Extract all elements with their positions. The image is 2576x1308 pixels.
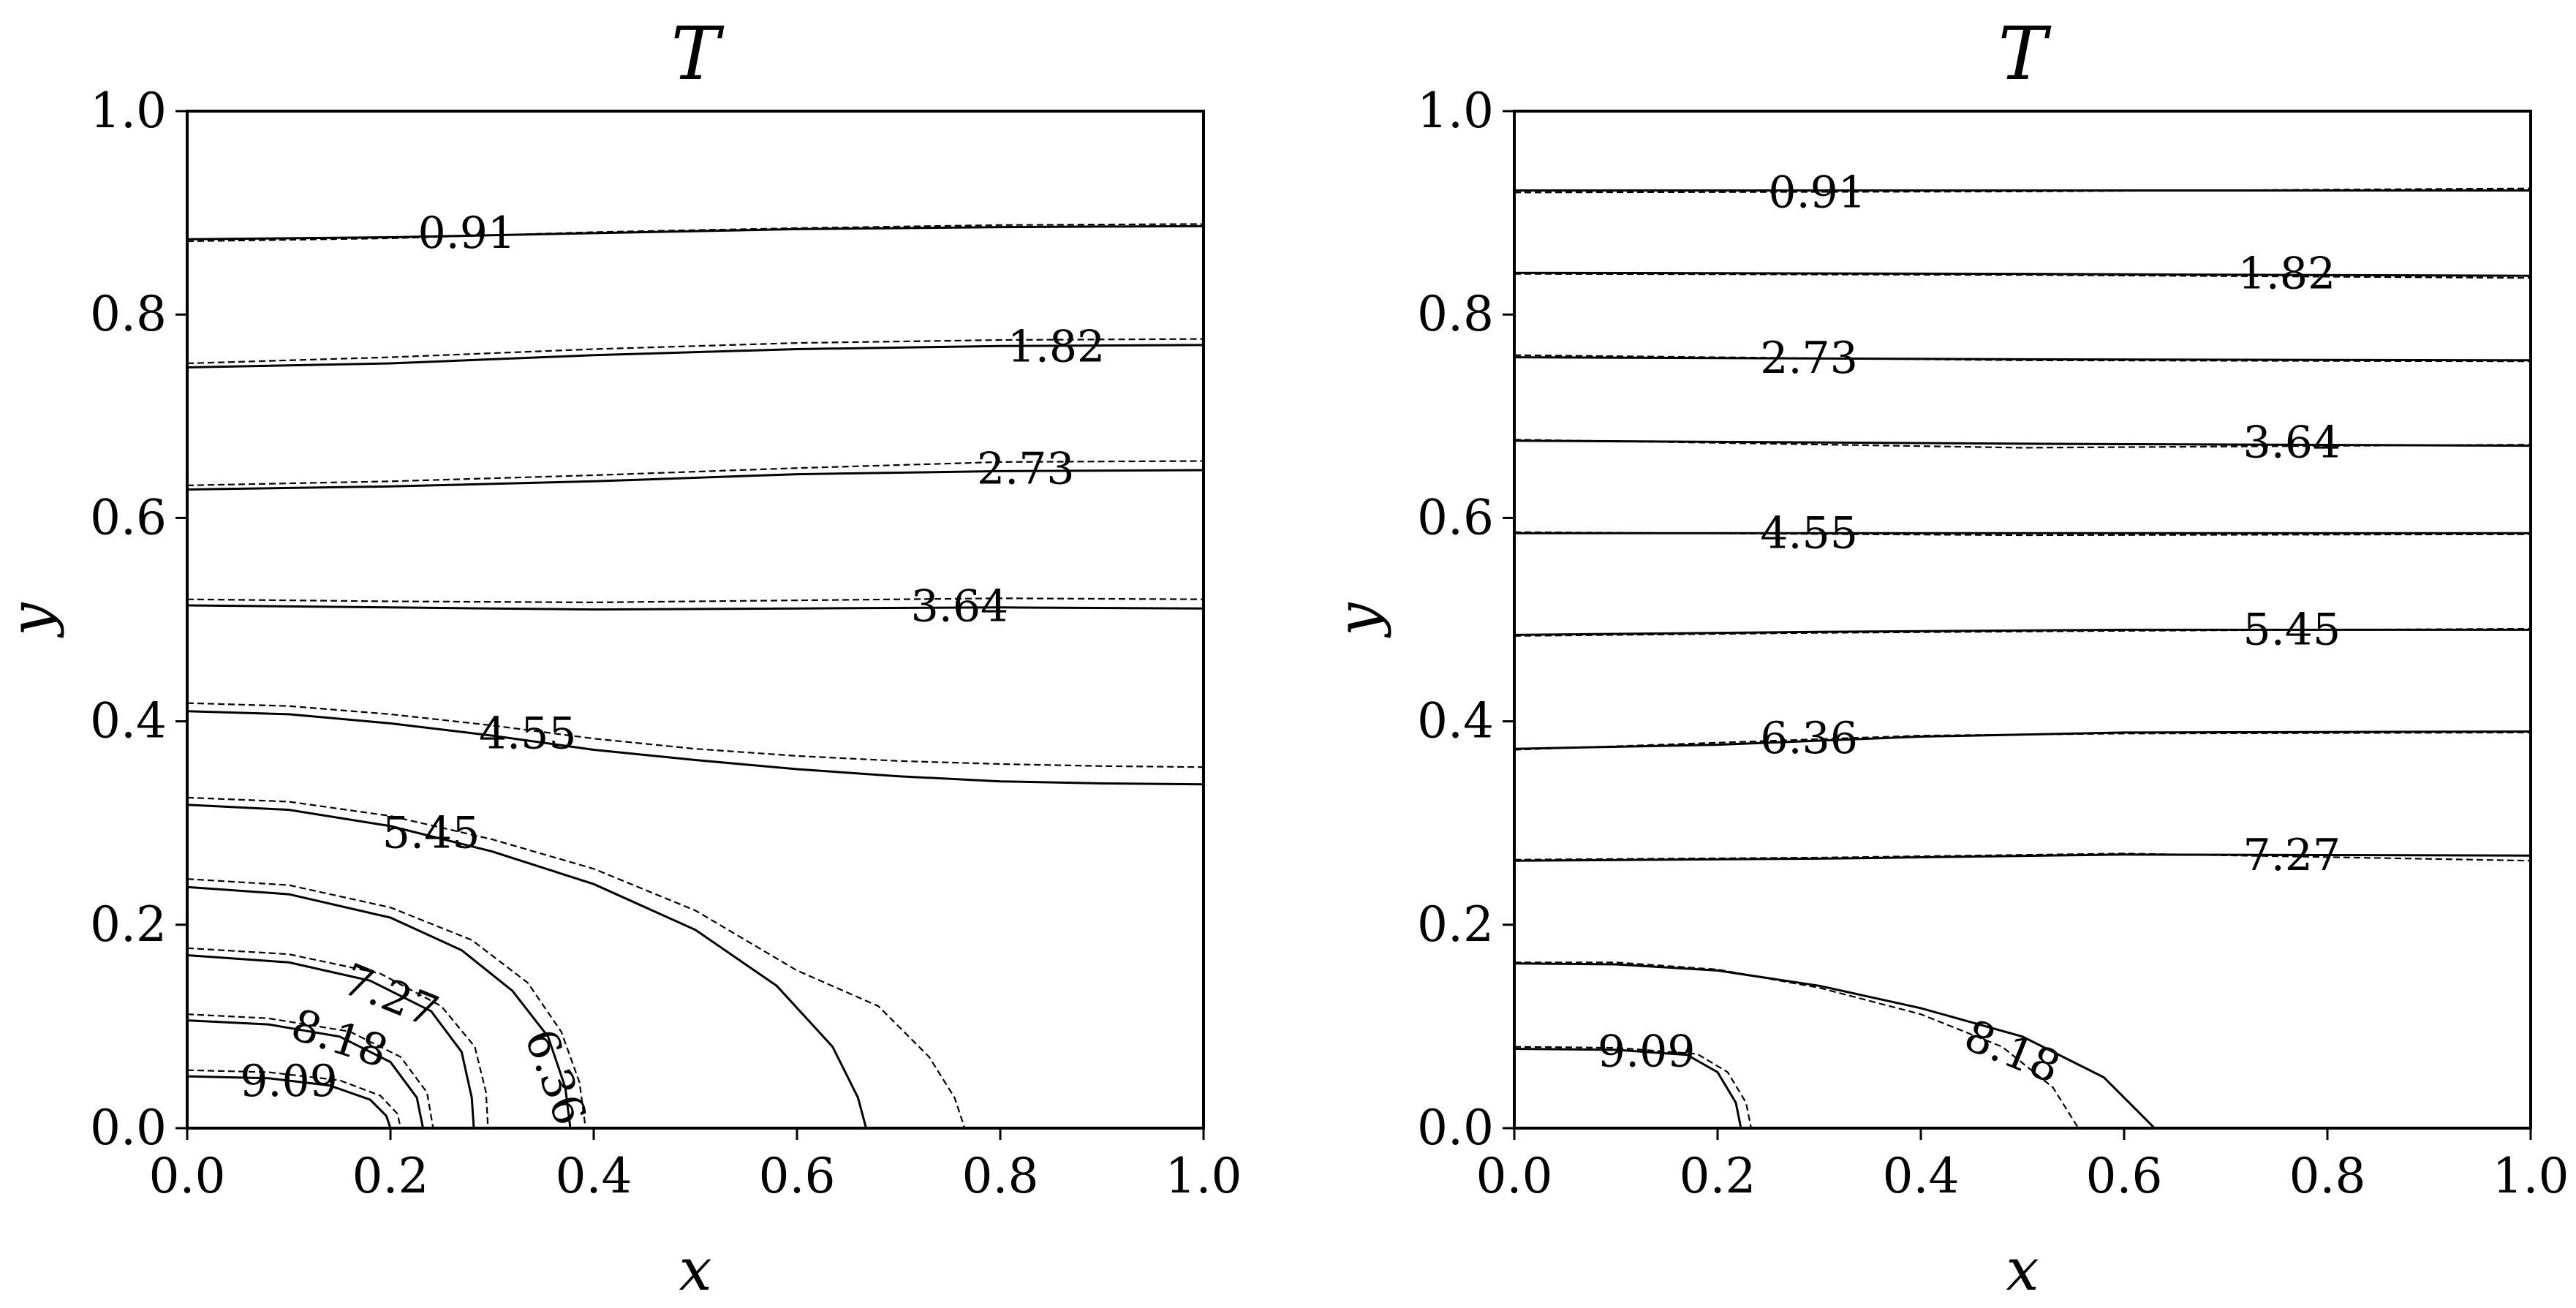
- contour-label: 6.36: [514, 1023, 595, 1132]
- dashed-contour-9-09: [1514, 1046, 1752, 1128]
- y-axis-label: y: [0, 602, 65, 638]
- contour-label: 8.18: [1957, 1010, 2067, 1094]
- solid-contour-8-18: [187, 1019, 424, 1128]
- dashed-contour-8-18: [187, 1013, 434, 1128]
- dashed-contour-8-18: [1514, 961, 2080, 1128]
- y-tick-label: 0.8: [90, 286, 167, 342]
- x-tick-label: 0.6: [2086, 1148, 2163, 1204]
- x-tick-label: 0.2: [1680, 1148, 1756, 1204]
- solid-contour-9-09: [1514, 1048, 1742, 1128]
- contour-label: 2.73: [977, 444, 1075, 495]
- y-tick-label: 0.0: [90, 1100, 167, 1156]
- y-tick-label: 0.6: [1417, 489, 1494, 545]
- contour-chart-left: T x y 0.911.822.733.644.555.456.367.278.…: [0, 11, 1242, 1304]
- y-tick-label: 0.2: [90, 896, 167, 953]
- contour-label: 5.45: [382, 808, 480, 859]
- dashed-contour-3-64: [1514, 439, 2531, 449]
- contour-label: 9.09: [1598, 1027, 1696, 1078]
- x-axis-label: x: [2006, 1236, 2039, 1304]
- dashed-contour-4-55: [1514, 531, 2531, 537]
- solid-contour-1-82: [187, 344, 1204, 368]
- solid-contour-9-09: [187, 1075, 392, 1128]
- solid-contour-8-18: [1514, 962, 2156, 1128]
- dashed-contour-0-91: [1514, 187, 2531, 194]
- y-axis-label: y: [1324, 602, 1392, 638]
- y-tick-label: 0.0: [1417, 1100, 1494, 1156]
- contour-label: 0.91: [418, 208, 515, 259]
- chart-title: T: [671, 11, 725, 97]
- solid-contour-6-36: [1514, 730, 2531, 750]
- dashed-contour-0-91: [187, 223, 1204, 243]
- contour-label: 2.73: [1760, 333, 1858, 384]
- axes-frame: [186, 110, 1205, 1130]
- x-tick-label: 0.6: [759, 1148, 836, 1204]
- contour-label: 4.55: [479, 708, 577, 759]
- dashed-contour-4-55: [187, 702, 1204, 768]
- x-tick-label: 0.8: [2289, 1148, 2366, 1204]
- solid-contour-1-82: [1514, 271, 2531, 277]
- x-tick-label: 0.0: [149, 1148, 226, 1204]
- contour-chart-right: T x y 0.91 1.82 2.73 3.64 4.55 5.45 6.36 7.27 8.…: [1324, 11, 2569, 1304]
- dashed-contour-5-45: [1514, 627, 2531, 637]
- x-tick-label: 0.4: [556, 1148, 632, 1204]
- x-tick-label: 0.0: [1476, 1148, 1553, 1204]
- y-tick-label: 1.0: [1417, 83, 1494, 139]
- solid-contour-7-27: [1514, 853, 2531, 862]
- x-tick-label: 0.8: [962, 1148, 1039, 1204]
- x-axis-label: x: [679, 1236, 711, 1304]
- solid-contour-2-73: [1514, 356, 2531, 362]
- dashed-contour-7-27: [1514, 853, 2531, 862]
- solid-contour-4-55: [187, 710, 1204, 786]
- contour-lines: [187, 223, 1204, 1128]
- contour-label: 3.64: [911, 581, 1009, 632]
- dashed-contour-6-36: [187, 878, 586, 1128]
- dashed-contour-2-73: [187, 460, 1204, 486]
- contour-label: 1.82: [2238, 249, 2336, 300]
- y-tick-label: 0.2: [1417, 896, 1494, 953]
- y-tick-label: 1.0: [90, 83, 167, 139]
- dashed-contour-3-64: [187, 597, 1204, 604]
- contour-label: 5.45: [2243, 604, 2341, 655]
- contour-label: 7.27: [2243, 830, 2341, 881]
- y-tick-label: 0.8: [1417, 286, 1494, 342]
- x-tick-label: 0.4: [1883, 1148, 1960, 1204]
- contour-label: 9.09: [240, 1056, 338, 1107]
- contour-label: 3.64: [2243, 417, 2341, 468]
- contour-label: 1.82: [1008, 322, 1106, 373]
- x-tick-label: 0.2: [352, 1148, 429, 1204]
- x-tick-label: 1.0: [2493, 1148, 2569, 1204]
- dashed-contour-9-09: [187, 1069, 401, 1128]
- dashed-contour-7-27: [187, 947, 489, 1128]
- contour-label: 4.55: [1760, 507, 1858, 559]
- dashed-contour-1-82: [1514, 273, 2531, 279]
- contour-lines: [1514, 187, 2531, 1128]
- solid-contour-5-45: [1514, 628, 2531, 636]
- dashed-contour-5-45: [187, 796, 966, 1128]
- y-tick-label: 0.4: [90, 693, 167, 749]
- x-tick-label: 1.0: [1166, 1148, 1242, 1204]
- contour-label: 6.36: [1760, 713, 1858, 764]
- chart-title: T: [1998, 11, 2052, 97]
- axes-frame: [1513, 110, 2532, 1130]
- dashed-contour-2-73: [1514, 354, 2531, 363]
- solid-contour-0-91: [187, 224, 1204, 241]
- solid-contour-7-27: [187, 954, 475, 1128]
- solid-contour-5-45: [187, 804, 867, 1128]
- y-tick-label: 0.6: [90, 489, 167, 545]
- dashed-contour-1-82: [187, 338, 1204, 365]
- solid-contour-6-36: [187, 885, 572, 1128]
- y-tick-label: 0.4: [1417, 693, 1494, 749]
- solid-contour-2-73: [187, 469, 1204, 491]
- dashed-contour-6-36: [1514, 731, 2531, 751]
- contour-label: 0.91: [1768, 167, 1866, 218]
- solid-contour-3-64: [187, 604, 1204, 611]
